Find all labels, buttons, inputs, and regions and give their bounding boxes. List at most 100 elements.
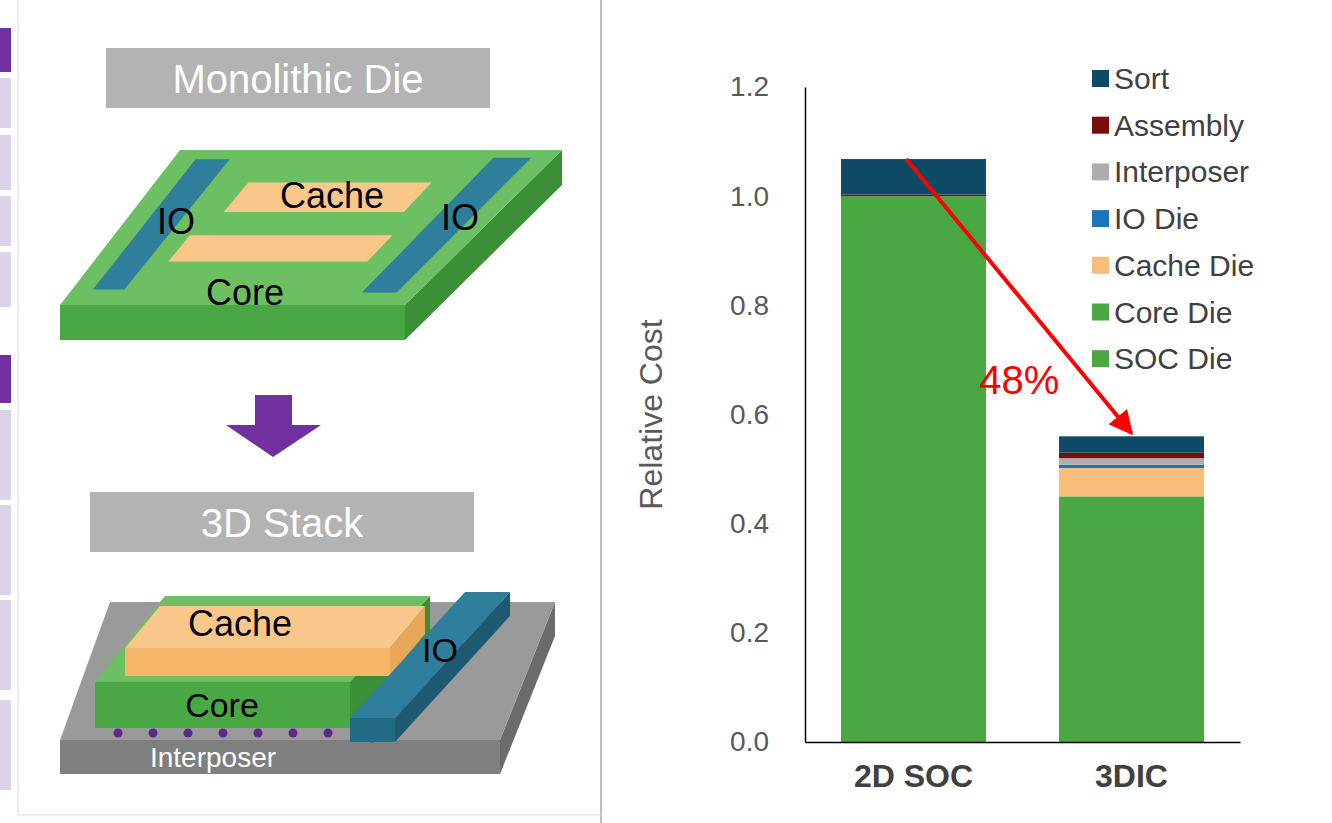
title-box [106,48,490,108]
series [1059,458,1204,465]
edge-strip [0,410,11,500]
edge-strip [0,252,11,307]
legend-swatch [1092,257,1109,274]
io-front [350,718,395,742]
y-tick: 0.4 [730,508,805,539]
series [841,196,986,742]
legend-item: SOC Die [1092,342,1232,375]
stack-3d: InterposerCacheCoreIO [60,592,555,774]
x-axis-line [806,742,1241,744]
legend: Sort Assembly Interposer IO Die Cache Die Cor… [1092,62,1254,375]
diagram: Monolithic Die 3D Stack Cache IO IO Core Inter… [0,0,601,823]
cache-block [168,235,392,261]
core-top [95,596,430,682]
bar-segment [1059,496,1204,742]
edge-strip [0,505,11,595]
bump [184,729,193,738]
bump [324,729,333,738]
chart: 0.0 0.2 0.4 0.6 0.8 1.0 1.2 2D SOC 3DIC Relative … [633,62,1254,794]
legend-label: IO Die [1114,202,1199,235]
y-tick: 0.6 [730,399,805,430]
x-tick: 2D SOC [854,742,973,794]
edge-strip [0,78,11,128]
bump [219,729,228,738]
x-tick-label: 3DIC [1095,758,1168,794]
y-tick-label: 0.2 [730,617,769,648]
series [1059,465,1204,468]
legend-label: Core Die [1114,296,1232,329]
bump [289,729,298,738]
io-block [93,159,230,289]
legend-swatch [1092,70,1109,87]
bar-segment [1059,453,1204,458]
legend-swatch [1092,350,1109,367]
y-tick-label: 0.0 [730,726,769,757]
y-tick-label: 1.0 [730,181,769,212]
bar-segment [841,195,986,197]
legend-item: IO Die [1092,202,1199,235]
bump [114,729,123,738]
legend-label: SOC Die [1114,342,1232,375]
y-axis: 0.0 0.2 0.4 0.6 0.8 1.0 1.2 [730,71,805,757]
title-box [90,492,474,552]
bump [254,729,263,738]
bar-segment [1059,468,1204,496]
edge-strip [0,135,11,190]
legend-swatch [1092,304,1109,321]
legend-item: Sort [1092,62,1170,95]
io-label: IO [441,197,479,238]
io-label: IO [157,201,195,242]
annotation-arrow [906,159,1131,433]
legend-label: Sort [1114,62,1170,95]
down-arrow [226,395,321,457]
series [1059,496,1204,742]
bars [841,159,1204,742]
y-tick-label: 0.8 [730,290,769,321]
x-tick: 3DIC [1095,742,1168,794]
legend-item: Core Die [1092,296,1232,329]
interposer-label: Interposer [150,742,276,773]
title-label: 3D Stack [201,501,364,545]
y-tick-label: 0.6 [730,399,769,430]
bar-segment [841,196,986,742]
y-axis-title: Relative Cost [633,319,669,509]
edge-strip [0,600,11,690]
annotation: 48% [906,159,1131,433]
cache-label: Cache [280,175,384,216]
panel-border [18,815,601,816]
legend-label: Assembly [1114,109,1244,142]
core-front [95,682,350,728]
bar-segment [1059,436,1204,452]
y-axis-line [805,88,807,743]
core-label: Core [206,272,284,313]
panel-border [18,0,19,815]
title-label: Monolithic Die [172,57,423,101]
bump [149,729,158,738]
y-tick-label: 0.4 [730,508,769,539]
legend-item: Cache Die [1092,249,1254,282]
edge-strip [0,196,11,246]
legend-label: Interposer [1114,155,1249,188]
legend-label: Cache Die [1114,249,1254,282]
series [1059,468,1204,496]
y-tick: 0.0 [730,726,805,757]
page: Monolithic Die 3D Stack Cache IO IO Core Inter… [0,0,1332,823]
io-block [362,158,531,293]
bar-segment [1059,458,1204,465]
y-tick: 1.0 [730,181,805,212]
legend-swatch [1092,210,1109,227]
panel-divider [600,0,602,823]
edge-strip [0,355,11,403]
bar-segment [841,159,986,194]
y-tick: 1.2 [730,71,805,102]
x-tick-label: 2D SOC [854,758,973,794]
legend-item: Interposer [1092,155,1249,188]
x-axis: 2D SOC 3DIC [806,742,1241,794]
y-tick: 0.8 [730,290,805,321]
edge-strip [0,28,11,72]
y-tick-label: 1.2 [730,71,769,102]
cache-front [125,648,390,676]
bar-segment [1059,465,1204,468]
monolithic-die: Cache IO IO Core [60,150,562,340]
cache-label: Cache [188,603,292,644]
